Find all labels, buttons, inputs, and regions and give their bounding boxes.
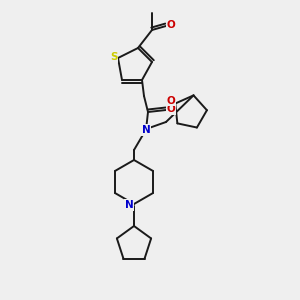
Text: O: O	[167, 20, 176, 30]
Text: N: N	[142, 125, 150, 135]
Text: N: N	[124, 200, 134, 210]
Text: O: O	[167, 104, 176, 114]
Text: S: S	[110, 52, 118, 62]
Text: O: O	[167, 95, 176, 106]
